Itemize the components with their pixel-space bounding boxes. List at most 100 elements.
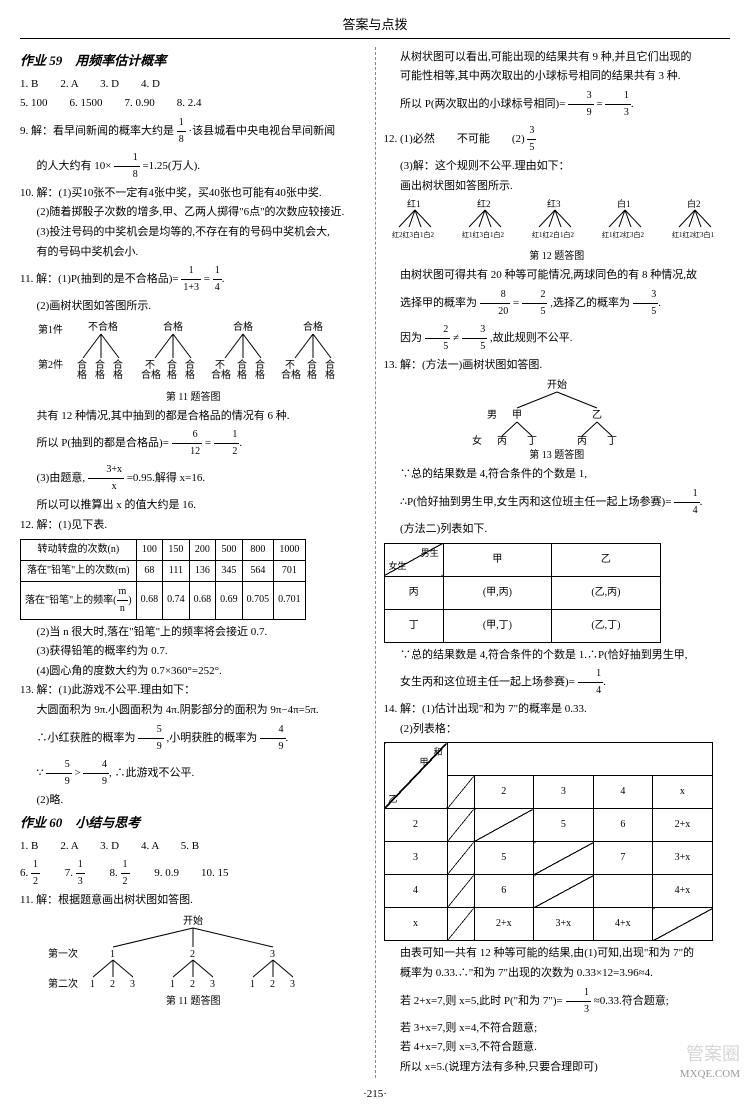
t14r1c3: 5: [534, 809, 594, 842]
q12a: 12. 解：(1)见下表.: [20, 517, 367, 535]
frac-1-4b: 14: [674, 486, 700, 519]
q11a-text: 11. 解：(1)P(抽到的是不合格品)=: [20, 273, 179, 285]
q13f: (2)略.: [20, 792, 367, 810]
svg-text:2: 2: [110, 979, 115, 990]
r-q14e-text: 若 2+x=7,则 x=5,此时 P("和为 7")=: [400, 995, 563, 1007]
frac-1-2b: 12: [31, 857, 40, 890]
tree-12-right: 红1红2红3白1白2 红2红3白1白2红1红3白1白2红1红2白1白2红1红2红…: [387, 197, 727, 247]
q11d-text: 所以 P(抽到的都是合格品)=: [37, 437, 169, 449]
frac-1-4c: 14: [578, 666, 604, 699]
hw60-title: 作业 60 小结与思考: [20, 813, 367, 834]
r-p3: 所以 P(两次取出的小球标号相同)= 39 = 13.: [384, 88, 731, 121]
tree-11-hw60: 开始 第一次 123 第二次 123 123 123: [43, 912, 343, 992]
t13c1: 甲: [443, 543, 552, 576]
frac-3x: 3+xx: [88, 462, 124, 495]
svg-text:丁: 丁: [527, 436, 537, 446]
r-q12c: 画出树状图如答图所示.: [384, 178, 731, 196]
t12r2label: 落在"铅笔"上的频率(mn): [21, 581, 137, 619]
svg-text:开始: 开始: [183, 914, 203, 927]
svg-text:格: 格: [185, 368, 195, 381]
tree11-hw60-caption: 第 11 题答图: [20, 994, 367, 1010]
watermark-logo: 管案圈: [686, 1040, 740, 1069]
svg-text:格: 格: [307, 368, 317, 381]
q9c: 的人大约有 10×: [37, 160, 112, 172]
frac-2-5b: 25: [425, 322, 451, 355]
svg-text:合格: 合格: [141, 368, 161, 381]
q9-line2: 的人大约有 10× 18 =1.25(万人).: [20, 150, 367, 183]
t14r2c2: 5: [474, 842, 534, 875]
q10d: 有的号码中奖机会小.: [20, 244, 367, 262]
svg-text:合格: 合格: [303, 320, 323, 333]
svg-text:白2: 白2: [687, 198, 701, 209]
r2c: 8.: [110, 868, 118, 880]
q12b: (2)当 n 很大时,落在"铅笔"上的频率将会接近 0.7.: [20, 624, 367, 642]
table-14: 和 甲 乙 2 3 4 x 2 5 6 2+x 3 5 7 3+x 4 6 4+…: [384, 742, 713, 941]
t14r4c4: 4+x: [593, 908, 653, 941]
q10c: (3)投注号码的中奖机会是均等的,不存在有的号码中奖机会大,: [20, 224, 367, 242]
t12r2c3: 0.69: [216, 581, 243, 619]
r-q12a-text: 12. (1)必然 不可能 (2): [384, 133, 525, 145]
svg-text:第一次: 第一次: [48, 947, 78, 960]
t13r2c1: (甲,丙): [443, 576, 552, 609]
frac-3-9: 39: [568, 88, 594, 121]
t14r2d3: [534, 842, 594, 875]
svg-text:3: 3: [130, 979, 135, 990]
t14r2c4: 7: [593, 842, 653, 875]
frac-6-12: 612: [172, 427, 203, 460]
r-q13f-text: 女生丙和这位班主任一起上场参赛)=: [400, 676, 575, 688]
frac-5-9: 59: [138, 722, 164, 755]
q9d: =1.25(万人).: [142, 160, 200, 172]
t14h2c2: 2: [474, 776, 534, 809]
left-column: 作业 59 用频率估计概率 1. B 2. A 3. D 4. D 5. 100…: [20, 47, 376, 1079]
svg-text:格: 格: [255, 368, 265, 381]
t12h0: 转动转盘的次数(n): [21, 539, 137, 560]
page-header: 答案与点拨: [20, 15, 730, 39]
svg-text:乙: 乙: [592, 409, 602, 421]
q11e-text: (3)由题意,: [37, 472, 86, 484]
r-q12a: 12. (1)必然 不可能 (2) 35: [384, 123, 731, 156]
t12h4: 500: [216, 539, 243, 560]
t12r1c5: 564: [242, 560, 274, 581]
t14r3c4: [593, 875, 653, 908]
watermark-url: MXQE.COM: [680, 1066, 740, 1084]
q9b: ·该县城看中央电视台早间新闻: [189, 125, 336, 137]
svg-text:1: 1: [90, 979, 95, 990]
q13b: 大圆面积为 9π.小圆面积为 4π.阴影部分的面积为 9π−4π=5π.: [20, 702, 367, 720]
svg-text:合格: 合格: [211, 368, 231, 381]
frac-3-5: 35: [527, 123, 536, 156]
t12r2c4: 0.705: [242, 581, 274, 619]
frac-2-5: 25: [522, 287, 548, 320]
frac-1-3c: 13: [566, 985, 592, 1018]
frac-4-9: 49: [260, 722, 286, 755]
t14r3d: [447, 875, 474, 908]
frac-1-8: 18: [177, 115, 186, 148]
r-q12g-text: 因为: [400, 332, 422, 344]
svg-text:2: 2: [190, 949, 195, 960]
svg-text:合格: 合格: [281, 368, 301, 381]
svg-text:红3: 红3: [547, 198, 561, 209]
tree13-caption: 第 13 题答图: [384, 448, 731, 464]
r-q12e-text: 选择甲的概率为: [400, 297, 477, 309]
t12r1c0: 落在"铅笔"上的次数(m): [21, 560, 137, 581]
q11e: (3)由题意, 3+xx =0.95.解得 x=16.: [20, 462, 367, 495]
t12r1c6: 701: [274, 560, 306, 581]
t13r3c2: (乙,丁): [552, 609, 661, 642]
right-column: 从树状图可以看出,可能出现的结果共有 9 种,并且它们出现的 可能性相等,其中两…: [384, 47, 731, 1079]
t12r1c2: 111: [163, 560, 190, 581]
t12r2c2: 0.68: [189, 581, 216, 619]
t13c2: 乙: [552, 543, 661, 576]
svg-text:丁: 丁: [607, 436, 617, 446]
r-q14f: ≈0.33.符合题意;: [594, 995, 669, 1007]
t14r1c4: 6: [593, 809, 653, 842]
q11c: 共有 12 种情况,其中抽到的都是合格品的情况有 6 种.: [20, 408, 367, 426]
svg-text:红1红2红3白2: 红1红2红3白2: [602, 230, 644, 239]
q11a: 11. 解：(1)P(抽到的是不合格品)= 11+3 = 14.: [20, 263, 367, 296]
svg-text:合格: 合格: [163, 320, 183, 333]
r-q13c-text: ∴P(恰好抽到男生甲,女生丙和这位班主任一起上场参赛)=: [400, 496, 671, 508]
r-p1: 从树状图可以看出,可能出现的结果共有 9 种,并且它们出现的: [384, 49, 731, 67]
svg-text:不合格: 不合格: [88, 320, 118, 333]
frac-1-3: 13: [76, 857, 85, 890]
svg-text:1: 1: [110, 949, 115, 960]
tree-l2: 第2件: [38, 358, 63, 371]
svg-text:2: 2: [270, 979, 275, 990]
